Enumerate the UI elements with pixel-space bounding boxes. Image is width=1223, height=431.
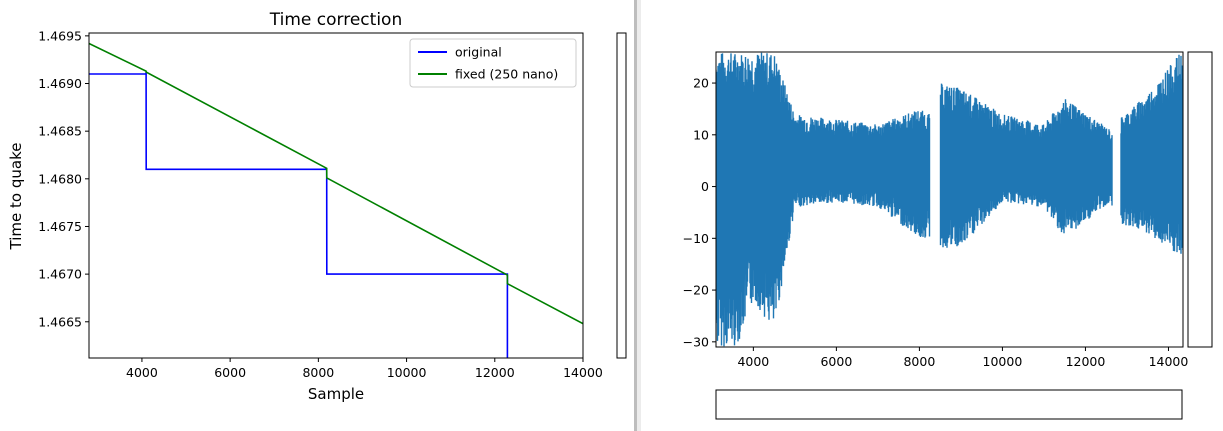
x-tick-label: 4000: [126, 365, 158, 380]
right-side-panel: [1187, 51, 1213, 348]
time-correction-chart: Time correction 4000 6000 8000 10000 12000 14…: [7, 10, 603, 403]
bottom-slider-panel[interactable]: [715, 389, 1183, 420]
y-axis-ticks: 1.4665 1.4670 1.4675 1.4680 1.4685 1.4690 1.46…: [38, 28, 89, 329]
y-tick-label: 1.4665: [38, 314, 82, 329]
x-tick-label: 6000: [820, 354, 852, 369]
pane-divider[interactable]: [634, 0, 637, 431]
y-tick-label: 1.4675: [38, 219, 82, 234]
x-tick-label: 4000: [737, 354, 769, 369]
legend: original fixed (250 nano): [409, 38, 577, 88]
legend-box: [409, 38, 577, 88]
y-tick-label: 1.4695: [38, 28, 82, 43]
x-axis-label: Sample: [308, 385, 364, 403]
signal-series-line: [716, 52, 1183, 347]
x-axis-ticks-2: 4000 6000 8000 10000 12000 14000: [737, 347, 1188, 369]
plot-frame: [88, 32, 584, 359]
y-tick-label: −10: [683, 231, 709, 246]
x-tick-label: 12000: [1066, 354, 1106, 369]
y-tick-label: 1.4680: [38, 171, 82, 186]
y-axis-label: Time to quake: [7, 143, 25, 251]
left-side-panel: [616, 32, 627, 359]
x-tick-label: 10000: [983, 354, 1023, 369]
y-tick-label: 1.4670: [38, 267, 82, 282]
series-line-fixed: [89, 42, 583, 325]
x-tick-label: 6000: [214, 365, 246, 380]
chart-title: Time correction: [269, 10, 402, 30]
y-tick-label: 20: [693, 76, 709, 91]
x-axis-ticks: 4000 6000 8000 10000 12000 14000: [126, 358, 603, 380]
signal-chart: 4000 6000 8000 10000 12000 14000 −30 −20 −10 0 10…: [683, 51, 1188, 369]
x-tick-label: 8000: [302, 365, 334, 380]
x-tick-label: 14000: [563, 365, 603, 380]
y-axis-ticks-2: −30 −20 −10 0 10 20: [683, 76, 716, 349]
y-tick-label: 1.4690: [38, 76, 82, 91]
legend-label-fixed: fixed (250 nano): [455, 67, 558, 82]
pane-divider-shadow: [637, 0, 641, 431]
y-tick-label: −30: [683, 334, 709, 349]
x-tick-label: 10000: [387, 365, 427, 380]
y-tick-label: 1.4685: [38, 124, 82, 139]
x-tick-label: 8000: [903, 354, 935, 369]
legend-label-original: original: [455, 45, 502, 60]
x-tick-label: 12000: [475, 365, 515, 380]
plot-frame-2: [715, 51, 1184, 348]
y-tick-label: −20: [683, 283, 709, 298]
x-tick-label: 14000: [1149, 354, 1189, 369]
y-tick-label: 10: [693, 127, 709, 142]
y-tick-label: 0: [701, 179, 709, 194]
